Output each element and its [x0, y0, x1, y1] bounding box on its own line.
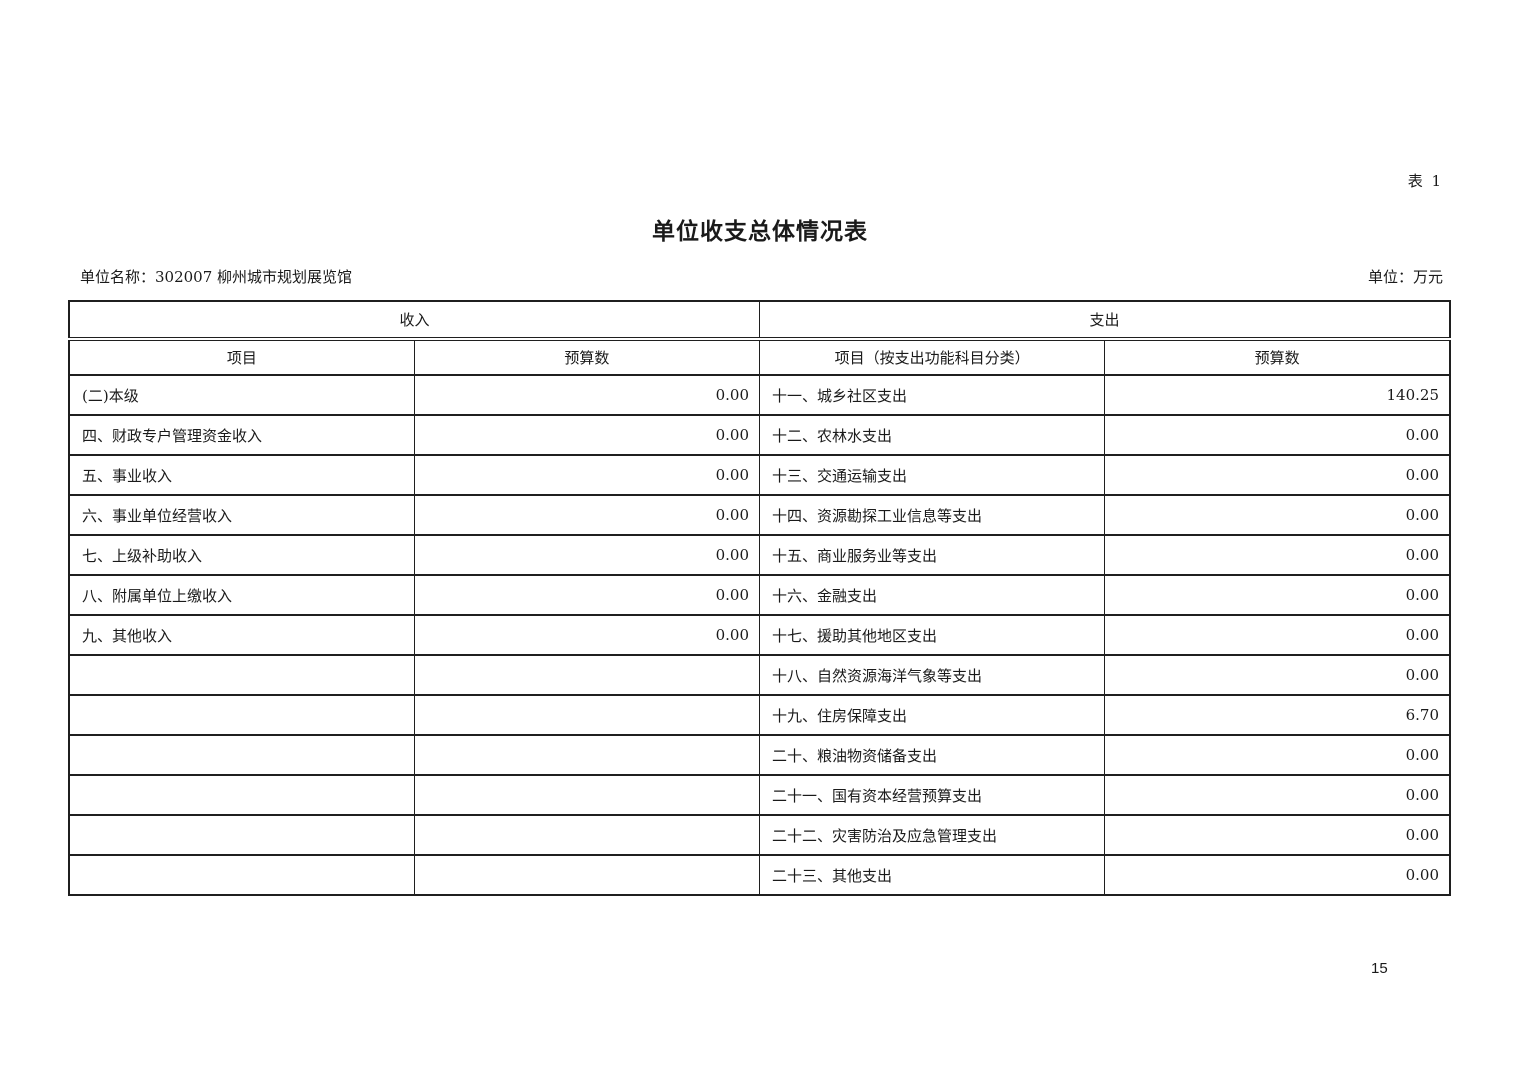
- expense-item-cell: 十七、援助其他地区支出: [758, 615, 1106, 656]
- table-row: 八、附属单位上缴收入 0.00 十六、金融支出 0.00: [68, 575, 1451, 616]
- expense-value-cell: 0.00: [1104, 855, 1451, 895]
- income-item-cell: 五、事业收入: [68, 455, 415, 496]
- expense-value-cell: 0.00: [1104, 535, 1451, 576]
- income-section-header: 收入: [68, 301, 760, 341]
- table-row: 十九、住房保障支出 6.70: [68, 695, 1451, 736]
- income-budget-column-header: 预算数: [413, 339, 761, 376]
- expense-item-column-header: 项目（按支出功能科目分类）: [758, 339, 1106, 376]
- unit-name-label: 单位名称：302007 柳州城市规划展览馆: [80, 268, 353, 286]
- table-row: 四、财政专户管理资金收入 0.00 十二、农林水支出 0.00: [68, 415, 1451, 456]
- expense-item-cell: 十六、金融支出: [758, 575, 1106, 616]
- expense-item-cell: 二十三、其他支出: [758, 855, 1106, 895]
- expense-item-cell: 十三、交通运输支出: [758, 455, 1106, 496]
- unit-of-measure-label: 单位：万元: [1367, 268, 1443, 286]
- income-item-cell: (二)本级: [68, 375, 415, 416]
- income-item-cell: 六、事业单位经营收入: [68, 495, 415, 536]
- income-item-cell: 九、其他收入: [68, 615, 415, 656]
- expense-item-cell: 十一、城乡社区支出: [758, 375, 1106, 416]
- page-title: 单位收支总体情况表: [652, 218, 868, 245]
- section-header-row: 收入 支出: [68, 301, 1451, 341]
- income-value-cell: 0.00: [413, 455, 761, 496]
- income-value-cell: 0.00: [413, 535, 761, 576]
- expense-value-cell: 0.00: [1104, 735, 1451, 776]
- expense-value-cell: 0.00: [1104, 615, 1451, 656]
- expense-item-cell: 十二、农林水支出: [758, 415, 1106, 456]
- page-number: 15: [1371, 960, 1388, 977]
- income-value-cell: [413, 655, 761, 696]
- expense-item-cell: 十九、住房保障支出: [758, 695, 1106, 736]
- column-header-row: 项目 预算数 项目（按支出功能科目分类） 预算数: [68, 339, 1451, 376]
- income-value-cell: 0.00: [413, 375, 761, 416]
- expense-value-cell: 0.00: [1104, 815, 1451, 856]
- expense-value-cell: 0.00: [1104, 415, 1451, 456]
- income-value-cell: [413, 855, 761, 895]
- expense-value-cell: 0.00: [1104, 775, 1451, 816]
- expense-value-cell: 140.25: [1104, 375, 1451, 416]
- income-item-cell: [68, 695, 415, 736]
- income-value-cell: [413, 695, 761, 736]
- table-row: 六、事业单位经营收入 0.00 十四、资源勘探工业信息等支出 0.00: [68, 495, 1451, 536]
- income-value-cell: [413, 775, 761, 816]
- expense-item-cell: 二十二、灾害防治及应急管理支出: [758, 815, 1106, 856]
- income-item-cell: 四、财政专户管理资金收入: [68, 415, 415, 456]
- income-value-cell: 0.00: [413, 575, 761, 616]
- expense-item-cell: 二十、粮油物资储备支出: [758, 735, 1106, 776]
- table-row: 二十三、其他支出 0.00: [68, 855, 1451, 895]
- income-value-cell: [413, 735, 761, 776]
- expense-item-cell: 十八、自然资源海洋气象等支出: [758, 655, 1106, 696]
- table-row: 五、事业收入 0.00 十三、交通运输支出 0.00: [68, 455, 1451, 496]
- table-row: (二)本级 0.00 十一、城乡社区支出 140.25: [68, 375, 1451, 416]
- table-row: 七、上级补助收入 0.00 十五、商业服务业等支出 0.00: [68, 535, 1451, 576]
- table-row: 二十、粮油物资储备支出 0.00: [68, 735, 1451, 776]
- income-value-cell: 0.00: [413, 415, 761, 456]
- table-row: 九、其他收入 0.00 十七、援助其他地区支出 0.00: [68, 615, 1451, 656]
- income-item-cell: 七、上级补助收入: [68, 535, 415, 576]
- income-item-cell: [68, 855, 415, 895]
- expense-item-cell: 二十一、国有资本经营预算支出: [758, 775, 1106, 816]
- table-row: 十八、自然资源海洋气象等支出 0.00: [68, 655, 1451, 696]
- income-value-cell: [413, 815, 761, 856]
- income-item-cell: [68, 775, 415, 816]
- income-item-cell: [68, 735, 415, 776]
- budget-table: 收入 支出 项目 预算数 项目（按支出功能科目分类） 预算数 (二)本级 0.00…: [68, 300, 1451, 896]
- meta-row: 单位名称：302007 柳州城市规划展览馆 单位：万元: [80, 266, 1443, 287]
- expense-value-cell: 0.00: [1104, 655, 1451, 696]
- table-tag-label: 表 1: [1407, 172, 1443, 190]
- expense-value-cell: 6.70: [1104, 695, 1451, 736]
- income-item-cell: 八、附属单位上缴收入: [68, 575, 415, 616]
- expense-value-cell: 0.00: [1104, 495, 1451, 536]
- expense-item-cell: 十五、商业服务业等支出: [758, 535, 1106, 576]
- table-row: 二十二、灾害防治及应急管理支出 0.00: [68, 815, 1451, 856]
- expense-value-cell: 0.00: [1104, 455, 1451, 496]
- table-body: (二)本级 0.00 十一、城乡社区支出 140.25 四、财政专户管理资金收入 0.00…: [68, 375, 1451, 895]
- table-row: 二十一、国有资本经营预算支出 0.00: [68, 775, 1451, 816]
- expense-item-cell: 十四、资源勘探工业信息等支出: [758, 495, 1106, 536]
- expense-value-cell: 0.00: [1104, 575, 1451, 616]
- income-item-column-header: 项目: [68, 339, 415, 376]
- income-value-cell: 0.00: [413, 615, 761, 656]
- expense-budget-column-header: 预算数: [1104, 339, 1451, 376]
- expense-section-header: 支出: [759, 301, 1451, 341]
- income-item-cell: [68, 655, 415, 696]
- income-value-cell: 0.00: [413, 495, 761, 536]
- income-item-cell: [68, 815, 415, 856]
